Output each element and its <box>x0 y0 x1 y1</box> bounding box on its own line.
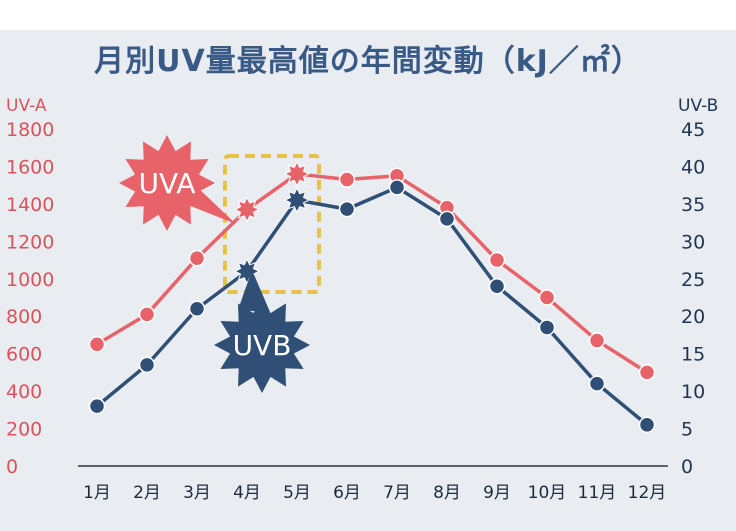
right-tick-label: 40 <box>681 156 705 178</box>
left-tick-label: 1800 <box>6 119 54 141</box>
x-tick-label: 3月 <box>183 483 211 503</box>
uvb-badge-label: UVB <box>233 329 292 362</box>
series-point-uvb <box>283 186 311 214</box>
left-tick-label: 1600 <box>6 156 54 178</box>
x-tick-label: 2月 <box>133 483 161 503</box>
series-point-uva <box>338 171 356 188</box>
series-point-uva <box>588 332 606 349</box>
right-axis-label: UV-B <box>678 96 719 116</box>
x-tick-label: 5月 <box>283 483 311 503</box>
uva-badge-label: UVA <box>138 167 195 200</box>
series-point-uva <box>283 160 311 188</box>
x-tick-label: 6月 <box>333 483 361 503</box>
right-tick-label: 30 <box>681 231 705 253</box>
x-tick-label: 9月 <box>483 483 511 503</box>
right-tick-label: 0 <box>681 456 693 478</box>
x-tick-label: 12月 <box>628 483 667 503</box>
series-point-uva <box>138 306 156 323</box>
x-tick-label: 4月 <box>233 483 261 503</box>
uvb-badge <box>214 297 310 393</box>
x-tick-label: 1月 <box>83 483 111 503</box>
series-line-uva <box>96 172 648 374</box>
series-point-uvb <box>338 200 356 218</box>
series-point-uvb <box>138 356 156 374</box>
series-point-uva <box>88 336 106 353</box>
left-tick-label: 800 <box>6 306 42 328</box>
series-point-uvb <box>438 210 456 228</box>
x-tick-label: 10月 <box>528 483 567 503</box>
left-tick-label: 200 <box>6 419 42 441</box>
series-point-uvb <box>638 416 656 434</box>
right-tick-label: 35 <box>681 194 705 216</box>
left-tick-label: 1400 <box>6 194 54 216</box>
series-line-uvb <box>95 185 649 427</box>
right-tick-label: 20 <box>681 306 705 328</box>
series-point-uvb <box>88 397 106 415</box>
series-point-uvb <box>388 179 406 196</box>
x-tick-label: 7月 <box>383 483 411 503</box>
right-tick-label: 5 <box>681 419 693 441</box>
left-tick-label: 1200 <box>6 231 54 253</box>
chart-card <box>0 30 736 531</box>
left-tick-label: 400 <box>6 381 42 403</box>
series-point-uva <box>188 249 206 267</box>
series-point-uvb <box>488 278 506 295</box>
series-point-uva <box>538 289 556 306</box>
left-tick-label: 600 <box>6 344 42 366</box>
uva-badge <box>119 135 215 231</box>
series-point-uvb <box>588 375 606 392</box>
right-tick-label: 45 <box>681 119 705 141</box>
right-tick-label: 25 <box>681 269 705 291</box>
chart-title: 月別UV量最高値の年間変動（kJ／㎡） <box>94 44 642 79</box>
x-tick-label: 8月 <box>433 483 461 503</box>
series-point-uvb <box>188 300 206 317</box>
left-tick-label: 0 <box>6 456 18 478</box>
left-axis-label: UV-A <box>6 96 47 116</box>
x-tick-label: 11月 <box>578 483 617 503</box>
right-tick-label: 10 <box>681 381 705 403</box>
series-point-uva <box>638 364 656 381</box>
series-point-uva <box>488 251 506 269</box>
left-tick-label: 1000 <box>6 269 54 291</box>
series-point-uva <box>233 196 261 223</box>
right-tick-label: 15 <box>681 344 705 366</box>
series-point-uvb <box>538 319 556 336</box>
